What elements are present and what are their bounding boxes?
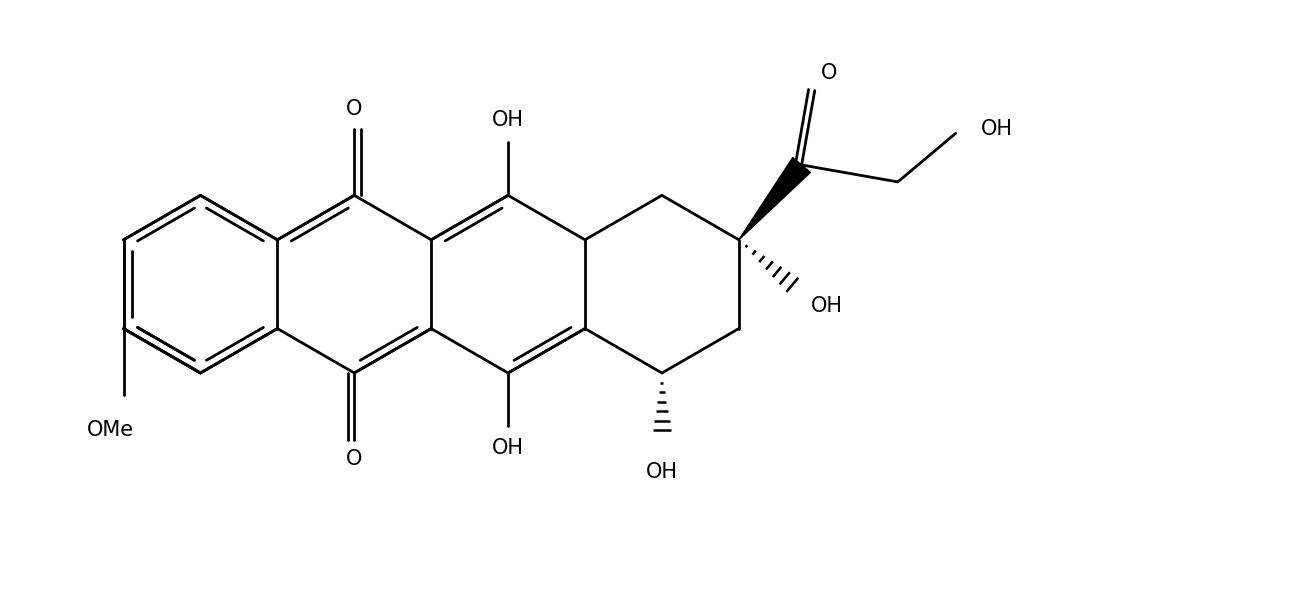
Text: O: O (347, 449, 362, 469)
Text: OH: OH (981, 119, 1013, 139)
Text: O: O (347, 99, 362, 119)
Text: OH: OH (646, 462, 678, 482)
Text: OH: OH (492, 439, 525, 459)
Polygon shape (739, 158, 811, 240)
Text: OH: OH (492, 110, 525, 130)
Text: O: O (821, 63, 838, 83)
Text: OH: OH (811, 296, 843, 315)
Text: OMe: OMe (86, 420, 134, 440)
